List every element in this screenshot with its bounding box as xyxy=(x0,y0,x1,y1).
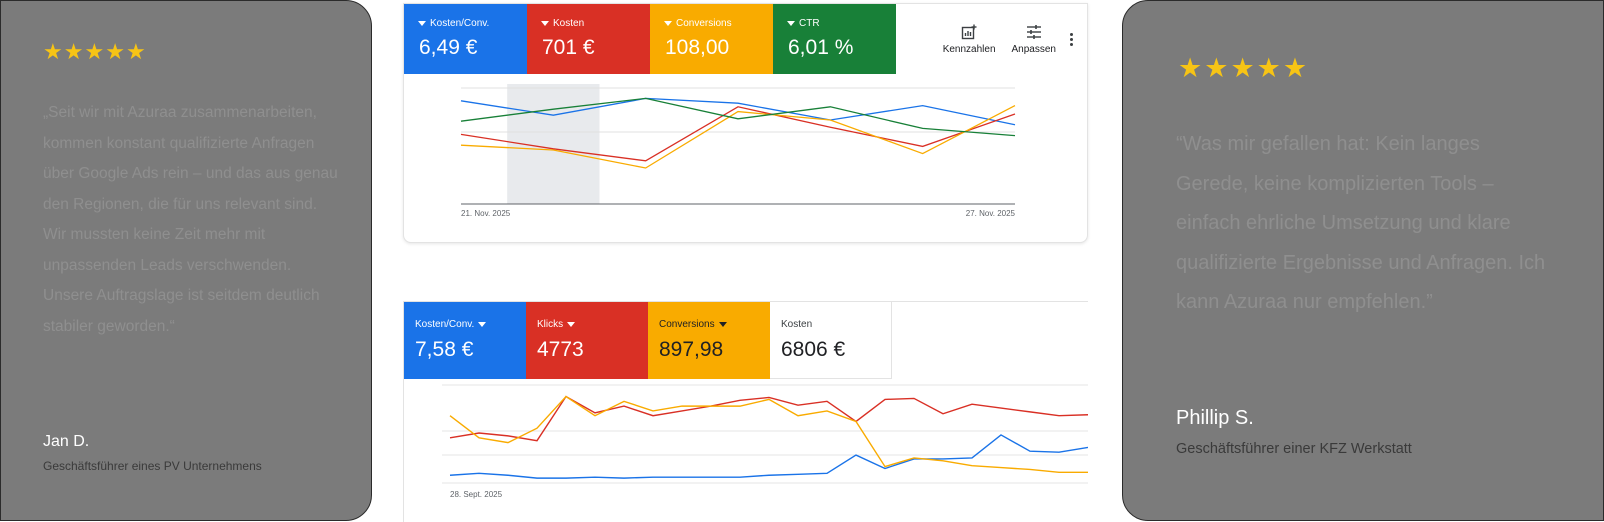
series-line xyxy=(449,434,1088,479)
series-line xyxy=(449,395,1088,442)
metric-card-cost-per-conversion[interactable]: Kosten/Conv. 7,58 € xyxy=(404,302,526,379)
star-icon: ★ xyxy=(1230,53,1255,83)
series-line xyxy=(460,97,1016,137)
metric-value: 6806 € xyxy=(781,338,846,361)
metric-label: Conversions xyxy=(659,319,715,330)
metric-label: Kosten xyxy=(553,18,585,29)
series-line xyxy=(449,395,1088,474)
star-icon: ★ xyxy=(1282,53,1308,83)
ads-overview-panel-bottom: Kosten/Conv. 7,58 € Klicks 4773 Conversi… xyxy=(403,301,1088,522)
caret-down-icon xyxy=(567,322,576,327)
testimonial-author: Phillip S. xyxy=(1176,407,1254,429)
caret-down-icon xyxy=(787,21,795,26)
star-icon: ★ xyxy=(125,39,146,64)
metric-value: 7,58 € xyxy=(415,338,474,361)
star-icon: ★ xyxy=(105,39,125,64)
metric-card-conversions[interactable]: Conversions 897,98 xyxy=(648,302,770,379)
metric-value: 6,01 % xyxy=(788,36,854,59)
chart-toolbar: Kennzahlen Anpassen xyxy=(935,4,1087,74)
metric-card-conversions[interactable]: Conversions 108,00 xyxy=(650,4,773,74)
metric-card-cost[interactable]: Kosten 6806 € xyxy=(770,302,892,379)
star-icon: ★ xyxy=(43,39,63,64)
anpassen-label: Anpassen xyxy=(1011,43,1056,55)
series-line xyxy=(460,106,1016,162)
ads-overview-panel-top: Kosten/Conv. 6,49 € Kosten 701 € Convers… xyxy=(403,3,1088,243)
metric-card-cost[interactable]: Kosten 701 € xyxy=(527,4,650,74)
testimonial-card-right: ★ ★ ★ ★ ★ “Was mir gefallen hat: Kein la… xyxy=(1122,0,1604,521)
caret-down-icon xyxy=(718,322,727,327)
caret-down-icon xyxy=(664,21,672,26)
kennzahlen-button[interactable]: Kennzahlen xyxy=(943,24,996,55)
testimonial-role: Geschäftsführer eines PV Unternehmens xyxy=(43,459,262,473)
metric-value: 4773 xyxy=(537,338,584,361)
x-tick-label: 21. Nov. 2025 xyxy=(461,209,511,218)
star-icon: ★ xyxy=(63,39,84,64)
metric-value: 701 € xyxy=(542,36,595,59)
rating-stars: ★ ★ ★ ★ ★ xyxy=(43,41,146,63)
testimonial-author: Jan D. xyxy=(43,433,90,450)
performance-line-chart-bottom: 28. Sept. 2025 xyxy=(442,384,1088,499)
testimonial-quote: „Seit wir mit Azuraa zusammenarbeiten, k… xyxy=(43,104,338,335)
metric-card-cost-per-conversion[interactable]: Kosten/Conv. 6,49 € xyxy=(404,4,527,74)
x-tick-label: 28. Sept. 2025 xyxy=(450,490,503,499)
caret-down-icon xyxy=(418,21,426,26)
metric-card-ctr[interactable]: CTR 6,01 % xyxy=(773,4,896,74)
metric-card-clicks[interactable]: Klicks 4773 xyxy=(526,302,648,379)
tune-icon xyxy=(1026,24,1041,39)
testimonial-quote: “Was mir gefallen hat: Kein langes Gered… xyxy=(1176,133,1546,314)
metric-value: 6,49 € xyxy=(419,36,478,59)
metric-scorecards: Kosten/Conv. 7,58 € Klicks 4773 Conversi… xyxy=(404,302,892,379)
star-icon: ★ xyxy=(1204,53,1229,83)
more-vert-icon[interactable] xyxy=(1070,32,1073,46)
rating-stars: ★ ★ ★ ★ ★ xyxy=(1178,55,1307,82)
metric-value: 897,98 xyxy=(659,338,724,361)
metric-label: Conversions xyxy=(676,18,732,29)
metric-value: 108,00 xyxy=(665,36,730,59)
series-line xyxy=(460,105,1016,169)
x-tick-label: 27. Nov. 2025 xyxy=(966,209,1016,218)
star-icon: ★ xyxy=(1178,53,1203,83)
testimonial-card-left: ★ ★ ★ ★ ★ „Seit wir mit Azuraa zusammena… xyxy=(0,0,372,521)
star-icon: ★ xyxy=(84,39,105,64)
star-icon: ★ xyxy=(1256,53,1281,83)
add-chart-icon xyxy=(961,24,977,39)
kennzahlen-label: Kennzahlen xyxy=(942,43,996,55)
metric-label: Kosten/Conv. xyxy=(415,319,475,330)
metric-label: Kosten/Conv. xyxy=(430,18,490,29)
metric-label: Kosten xyxy=(781,319,813,330)
metric-scorecards: Kosten/Conv. 6,49 € Kosten 701 € Convers… xyxy=(404,4,896,74)
anpassen-button[interactable]: Anpassen xyxy=(1012,24,1056,55)
performance-line-chart-top: 21. Nov. 2025 27. Nov. 2025 xyxy=(460,84,1016,218)
caret-down-icon xyxy=(478,322,487,327)
metric-label: CTR xyxy=(799,18,820,29)
caret-down-icon xyxy=(541,21,549,26)
series-line xyxy=(460,97,1016,126)
testimonial-role: Geschäftsführer einer KFZ Werkstatt xyxy=(1176,441,1412,457)
metric-label: Klicks xyxy=(537,319,564,330)
